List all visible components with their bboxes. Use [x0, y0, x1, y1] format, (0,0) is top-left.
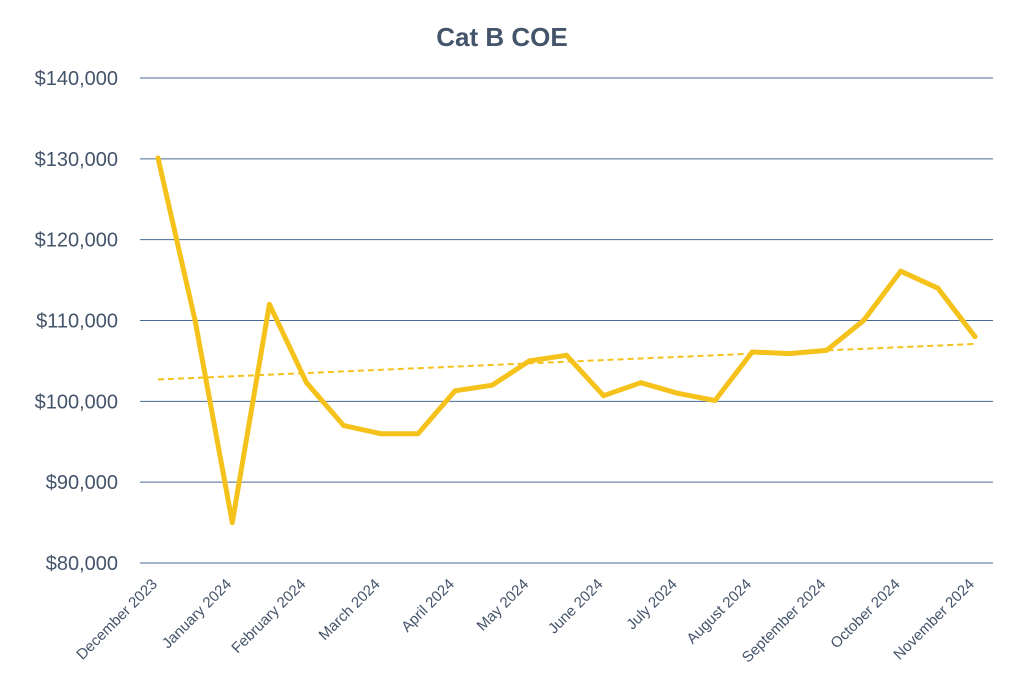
x-tick-label: February 2024 [228, 576, 309, 657]
data-point [304, 380, 310, 386]
trendline-layer [157, 342, 976, 381]
data-point [378, 431, 384, 437]
x-tick-label: May 2024 [474, 576, 533, 635]
y-tick-label: $100,000 [35, 391, 118, 413]
y-tick-label: $130,000 [35, 149, 118, 171]
data-point [229, 520, 235, 526]
y-tick-label: $140,000 [35, 68, 118, 90]
data-point [861, 318, 867, 323]
x-tick-label: December 2023 [73, 576, 160, 663]
gridlines [140, 77, 993, 564]
data-point [675, 390, 681, 396]
data-point [489, 382, 495, 388]
data-point [266, 301, 272, 307]
series-layer [155, 155, 978, 526]
series-line [155, 155, 978, 526]
y-tick-label: $120,000 [35, 230, 118, 252]
y-tick-label: $90,000 [46, 472, 118, 494]
data-point [452, 388, 458, 394]
data-point [564, 352, 569, 358]
x-tick-label: January 2024 [159, 576, 235, 652]
data-point [415, 431, 421, 437]
data-point [601, 393, 607, 399]
y-axis-ticks: $80,000 $90,000 $100,000 $110,000 $120,000 $1… [35, 68, 118, 575]
x-tick-label: October 2024 [827, 576, 903, 652]
x-tick-label: August 2024 [683, 576, 755, 648]
data-point [749, 349, 755, 355]
data-point [341, 423, 347, 429]
data-point [935, 285, 941, 291]
x-tick-label: November 2024 [890, 576, 977, 663]
data-point [712, 398, 718, 404]
trendline [157, 342, 976, 381]
data-point [526, 358, 532, 364]
chart-title: Cat B COE [436, 22, 567, 52]
data-point [155, 155, 161, 161]
data-point [972, 334, 978, 340]
y-tick-label: $110,000 [36, 311, 118, 333]
data-point [823, 347, 829, 353]
data-point [898, 268, 904, 274]
x-tick-label: March 2024 [316, 576, 384, 644]
x-tick-label: July 2024 [623, 576, 680, 633]
x-tick-label: June 2024 [545, 576, 607, 638]
x-tick-label: April 2024 [398, 576, 458, 636]
data-point [786, 351, 792, 357]
data-point [192, 318, 198, 323]
data-point [638, 380, 644, 386]
y-tick-label: $80,000 [46, 553, 118, 575]
